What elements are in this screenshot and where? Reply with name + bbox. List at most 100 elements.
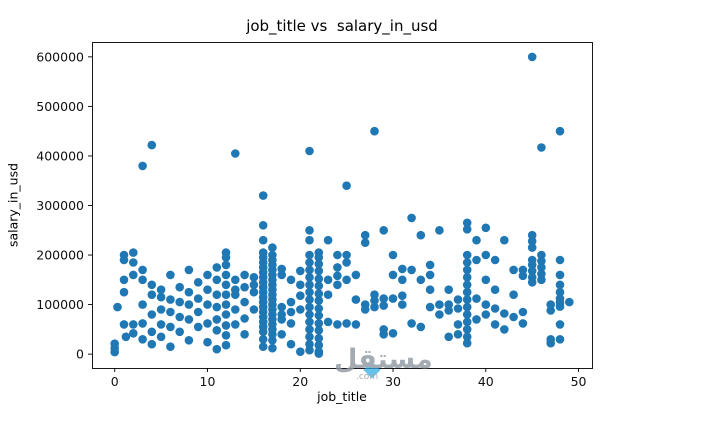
data-point <box>305 310 314 319</box>
data-point <box>147 290 157 300</box>
data-point <box>156 320 166 329</box>
data-point <box>212 315 222 324</box>
data-point <box>221 270 231 280</box>
data-point <box>305 339 314 349</box>
data-point <box>462 280 472 290</box>
data-point <box>333 271 342 281</box>
data-point <box>370 296 379 305</box>
data-point <box>277 330 287 339</box>
data-point <box>268 336 277 345</box>
plot-frame <box>92 42 593 369</box>
data-point <box>555 287 565 297</box>
data-point <box>546 300 555 309</box>
data-point <box>156 305 166 314</box>
data-point <box>166 342 175 352</box>
data-point <box>119 320 129 329</box>
data-point <box>481 250 491 260</box>
data-point <box>555 302 565 311</box>
data-point <box>370 302 379 312</box>
data-point <box>156 292 166 302</box>
data-point <box>212 263 222 272</box>
data-point <box>193 278 203 287</box>
data-point <box>314 281 324 291</box>
data-point <box>435 226 444 235</box>
data-point <box>138 335 147 344</box>
data-point <box>147 339 157 349</box>
data-point <box>481 300 491 309</box>
data-point <box>203 270 212 280</box>
y-tick-label: 300000 <box>36 198 84 213</box>
data-point <box>277 264 287 274</box>
data-point <box>231 320 240 329</box>
data-point <box>462 273 472 282</box>
data-point <box>481 310 491 319</box>
data-point <box>240 330 249 339</box>
data-point <box>203 337 212 347</box>
y-axis-label: salary_in_usd <box>5 162 21 248</box>
data-point <box>490 320 500 329</box>
data-point <box>147 310 157 319</box>
data-point <box>527 52 537 62</box>
data-point <box>110 339 119 349</box>
data-point <box>314 253 324 262</box>
data-point <box>305 317 314 327</box>
x-tick-label: 30 <box>385 374 401 389</box>
data-point <box>472 315 481 324</box>
data-point <box>333 250 342 260</box>
data-point <box>462 302 472 312</box>
data-point <box>481 223 491 233</box>
data-point <box>416 322 426 332</box>
data-point <box>416 275 426 285</box>
data-point <box>490 285 500 295</box>
data-point <box>537 256 546 266</box>
data-point <box>500 309 509 318</box>
data-point <box>518 265 528 275</box>
data-point <box>333 263 342 272</box>
data-point <box>240 270 249 280</box>
data-point <box>425 260 435 270</box>
data-point <box>240 314 249 323</box>
data-point <box>537 263 546 272</box>
data-point <box>518 307 528 317</box>
data-point <box>249 305 259 314</box>
data-point <box>527 260 537 270</box>
data-point <box>379 226 389 235</box>
data-point <box>166 307 175 317</box>
data-point <box>546 306 555 315</box>
data-point <box>425 302 435 312</box>
data-point <box>258 235 268 245</box>
data-point <box>453 295 463 304</box>
data-point <box>231 290 240 300</box>
data-point <box>296 305 305 314</box>
data-point <box>398 275 407 285</box>
data-point <box>462 295 472 304</box>
data-point <box>296 280 305 290</box>
data-point <box>537 143 546 152</box>
data-point <box>462 332 472 342</box>
x-tick-label: 10 <box>200 374 216 389</box>
data-point <box>113 302 122 312</box>
data-point <box>333 280 342 290</box>
data-point <box>314 266 324 276</box>
data-point <box>360 305 370 314</box>
data-point <box>221 290 231 300</box>
data-point <box>258 221 268 230</box>
data-point <box>305 280 314 290</box>
data-point <box>184 300 194 309</box>
data-point <box>221 340 231 350</box>
data-point <box>518 319 528 328</box>
data-point <box>444 300 454 309</box>
data-point <box>129 270 138 280</box>
data-point <box>444 285 454 295</box>
data-point <box>537 250 546 260</box>
data-point <box>453 304 463 313</box>
data-point <box>555 320 565 329</box>
data-point <box>305 273 314 282</box>
data-point <box>472 235 481 245</box>
data-point <box>129 258 138 267</box>
data-point <box>398 300 407 309</box>
data-point <box>138 161 147 171</box>
data-point <box>129 320 138 329</box>
data-point <box>555 270 565 280</box>
